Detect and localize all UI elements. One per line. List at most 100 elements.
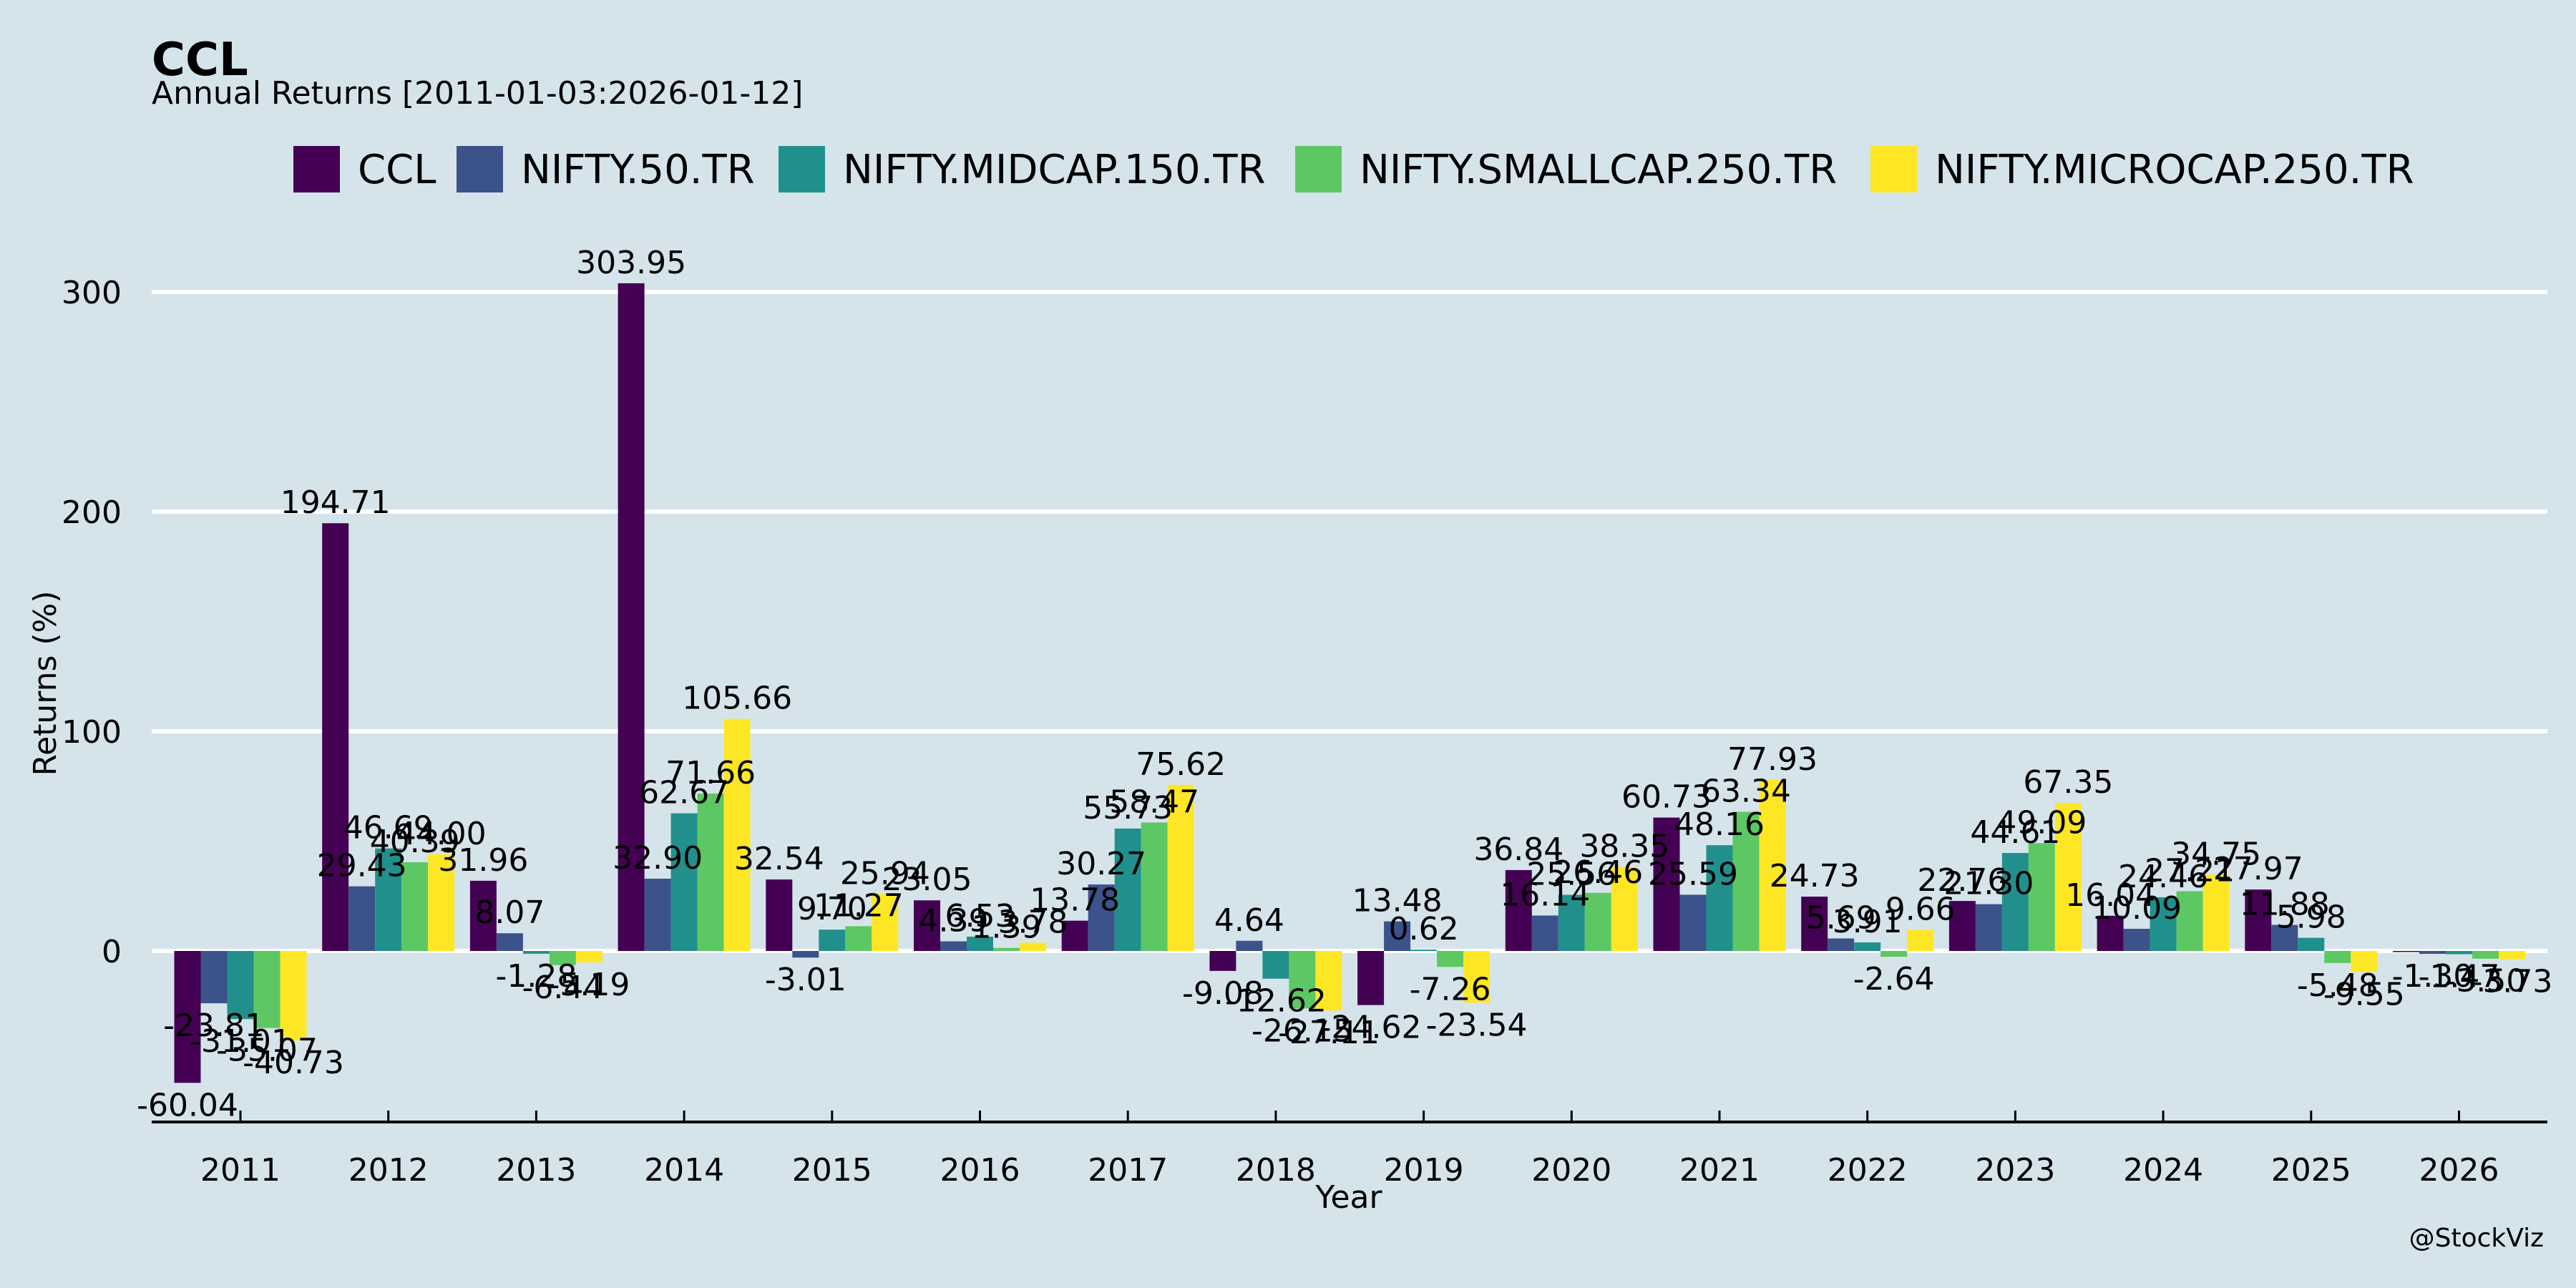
data-label-2017-3: 58.47 [1109,784,1199,820]
bar-2015-1 [792,951,819,958]
bar-2016-3 [993,947,1020,951]
legend-label-1: NIFTY.50.TR [521,147,755,193]
data-label-2011-2: -31.01 [190,1023,291,1060]
data-label-2013-2: -1.28 [495,958,577,995]
data-label-2025-4: -9.55 [2323,976,2405,1013]
data-label-2025-3: -5.48 [2297,967,2379,1004]
data-label-2012-0: 194.71 [280,484,391,521]
bar-2019-0 [1357,951,1385,1005]
data-label-2021-3: 63.34 [1701,774,1791,810]
watermark: @StockViz [2409,1224,2544,1253]
data-label-2021-4: 77.93 [1727,741,1818,778]
x-tick-label: 2024 [2123,1152,2203,1189]
bar-2025-3 [2324,951,2351,963]
x-tick-label: 2019 [1384,1152,1464,1189]
x-tick-label: 2018 [1236,1152,1316,1189]
data-label-2015-4: 25.94 [840,855,930,892]
bar-2014-4 [723,718,751,951]
legend-label-0: CCL [358,147,436,193]
bar-2011-2 [227,951,254,1020]
bar-2026-4 [2499,951,2525,960]
x-tick-label: 2021 [1679,1152,1760,1189]
data-label-2017-4: 75.62 [1136,746,1226,783]
data-label-2019-2: 0.62 [1389,911,1459,947]
bar-2021-1 [1679,894,1707,951]
legend-label-3: NIFTY.SMALLCAP.250.TR [1360,147,1837,193]
bar-2017-2 [1114,828,1141,951]
data-label-2015-3: 11.27 [814,887,904,924]
data-label-2026-4: -3.73 [2472,963,2553,1000]
data-label-2017-2: 55.73 [1083,790,1173,826]
data-label-2019-4: -23.54 [1426,1007,1528,1043]
data-label-2023-1: 21.30 [1943,866,2034,902]
data-label-2024-4: 34.75 [2171,836,2261,872]
data-label-2025-0: 27.97 [2213,851,2303,887]
bar-2024-1 [2123,929,2150,951]
data-label-2024-0: 16.04 [2065,877,2155,914]
legend-swatch-3 [1295,146,1342,192]
chart-title: CCL [152,34,248,87]
bar-2022-2 [1854,942,1881,951]
data-label-2023-4: 67.35 [2023,764,2113,801]
bar-2020-2 [1558,894,1585,951]
bar-2014-0 [618,283,645,951]
bar-2018-2 [1262,951,1289,979]
data-label-2016-3: 1.39 [972,909,1042,946]
data-label-2012-2: 46.69 [343,810,434,847]
bar-2013-1 [496,933,523,951]
bar-2011-3 [253,951,280,1028]
x-tick-label: 2016 [940,1152,1020,1189]
data-label-2022-4: 9.66 [1885,891,1956,927]
data-label-2014-4: 105.66 [682,680,792,717]
bar-2020-1 [1531,915,1558,951]
bar-2026-3 [2472,951,2499,959]
bar-2022-3 [1880,951,1908,957]
data-label-2023-3: 49.09 [1996,804,2087,841]
data-label-2014-1: 32.90 [613,840,703,877]
chart-subtitle: Annual Returns [2011-01-03:2026-01-12] [152,75,803,112]
data-label-2012-1: 29.43 [317,848,407,884]
bar-2025-2 [2298,937,2325,951]
data-label-2021-2: 48.16 [1674,806,1765,843]
data-label-2023-0: 22.76 [1917,862,2007,899]
data-label-2022-3: -2.64 [1853,961,1935,997]
bar-2019-4 [1463,951,1491,1003]
data-label-2024-2: 24.46 [2118,859,2208,895]
bar-2023-4 [2054,803,2082,951]
x-tick-label: 2025 [2271,1152,2351,1189]
bar-2017-0 [1061,920,1088,951]
bar-2016-2 [967,936,993,951]
legend-swatch-2 [779,146,825,192]
bar-2025-0 [2245,889,2272,951]
legend-label-2: NIFTY.MIDCAP.150.TR [843,147,1266,193]
y-tick-label: 0 [102,934,122,970]
bar-2013-0 [469,880,497,951]
legend-label-4: NIFTY.MICROCAP.250.TR [1935,147,2414,193]
bar-2011-1 [200,951,228,1004]
bar-2023-3 [2028,843,2055,951]
bar-2022-4 [1907,930,1934,951]
bar-2015-2 [819,930,846,951]
data-label-2019-0: -24.62 [1320,1010,1422,1046]
x-tick-label: 2022 [1828,1152,1908,1189]
y-axis-ticks: 0 100 200 300 [62,275,122,970]
bar-2019-1 [1384,921,1411,951]
x-axis-label: Year [1314,1179,1382,1216]
data-label-2018-2: -12.62 [1225,983,1327,1020]
bar-2016-1 [940,941,967,951]
data-label-2013-0: 31.96 [438,842,528,879]
data-label-2022-0: 24.73 [1770,858,1860,894]
data-label-2013-3: -6.44 [522,970,603,1006]
data-label-2016-0: 23.05 [882,862,972,898]
data-label-2020-1: 16.14 [1500,877,1590,913]
data-label-2020-4: 38.35 [1579,828,1669,864]
data-label-2023-2: 44.61 [1970,814,2060,851]
bar-2014-2 [670,813,698,951]
bar-2012-4 [428,854,455,951]
bar-2020-3 [1584,892,1611,951]
x-tick-label: 2023 [1975,1152,2055,1189]
legend-swatch-0 [293,146,340,192]
x-tick-label: 2026 [2419,1152,2499,1189]
bar-2018-3 [1289,951,1316,1009]
